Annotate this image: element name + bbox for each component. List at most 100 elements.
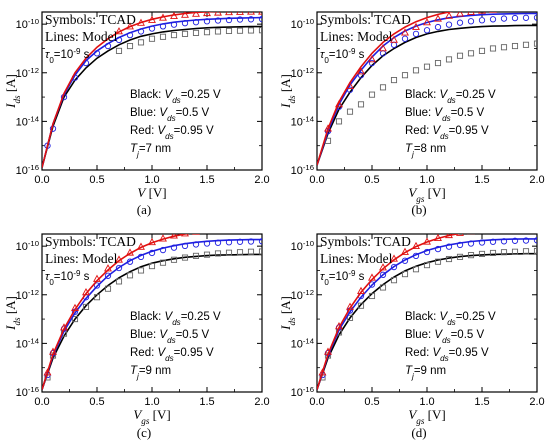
annotation-blue: Blue: Vds=0.5 V xyxy=(130,329,209,345)
y-tick-label: 10-14 xyxy=(291,114,315,129)
tcad-point-triangle xyxy=(237,225,243,231)
plot-area xyxy=(317,225,537,390)
tcad-point-triangle xyxy=(247,12,255,15)
tcad-point-square xyxy=(181,30,189,37)
tcad-point-circle xyxy=(247,16,255,23)
tcad-point-circle xyxy=(93,282,101,289)
tcad-point-triangle xyxy=(512,225,518,231)
tcad-point-square xyxy=(148,35,156,42)
model-line-triangle xyxy=(42,234,191,390)
tcad-point-circle xyxy=(115,36,123,44)
x-tick-label: 0.0 xyxy=(309,174,324,186)
tcad-point-square xyxy=(467,50,475,57)
tcad-point-triangle xyxy=(115,255,123,263)
tcad-point-circle xyxy=(203,240,211,247)
tcad-point-square xyxy=(93,294,101,301)
tcad-point-triangle xyxy=(379,263,387,271)
tcad-point-triangle xyxy=(324,124,332,132)
legend-symbols: Symbols: TCAD xyxy=(320,234,411,249)
tcad-point-triangle xyxy=(357,67,365,75)
tcad-point-square xyxy=(159,33,167,40)
tcad-point-square xyxy=(478,47,486,54)
x-axis-label: Vgs [V] xyxy=(408,407,445,426)
tcad-point-circle xyxy=(170,21,178,28)
tcad-point-circle xyxy=(423,27,431,34)
y-tick-label: 10-14 xyxy=(16,114,40,129)
tcad-point-circle xyxy=(225,16,233,24)
model-line-square xyxy=(42,25,262,168)
tcad-point-triangle xyxy=(412,22,420,30)
plot-area xyxy=(42,12,262,168)
annotation-tj: Tj=9 nm xyxy=(130,365,171,381)
chart-d: 0.0 0.5 1.0 1.5 2.0 10-16 10-14 10-12 10-10 Ids [… xyxy=(278,225,545,440)
tcad-point-square xyxy=(368,292,376,300)
tcad-point-circle xyxy=(401,257,409,264)
tcad-point-square xyxy=(137,39,145,46)
tcad-point-triangle xyxy=(445,234,453,239)
tcad-point-circle xyxy=(258,15,262,23)
tcad-point-square xyxy=(500,44,508,51)
annotation-blue: Blue: Vds=0.5 V xyxy=(130,107,209,123)
tcad-point-triangle xyxy=(82,288,90,296)
tcad-point-circle xyxy=(126,31,134,39)
tcad-point-circle xyxy=(192,241,200,248)
chart-b: 0.0 0.5 1.0 1.5 2.0 10-16 10-14 10-12 10-10 Ids [… xyxy=(278,5,545,217)
tcad-point-circle xyxy=(181,20,189,27)
tcad-point-circle xyxy=(478,17,486,24)
tcad-point-triangle xyxy=(489,12,497,13)
tcad-point-square xyxy=(368,91,376,98)
x-tick-label: 1.0 xyxy=(144,396,159,408)
tcad-point-square xyxy=(126,272,134,279)
panel-caption: (a) xyxy=(137,202,151,217)
tcad-point-square xyxy=(214,28,222,35)
tcad-point-triangle xyxy=(137,242,145,250)
tcad-point-triangle xyxy=(148,15,156,23)
tcad-point-triangle xyxy=(390,254,398,262)
model-line-square xyxy=(317,24,537,166)
x-tick-label: 0.5 xyxy=(364,174,379,186)
panel-caption: (b) xyxy=(411,202,426,217)
tcad-point-triangle xyxy=(523,5,529,11)
tcad-point-circle xyxy=(137,28,145,35)
tcad-point-circle xyxy=(500,238,508,245)
tcad-point-triangle xyxy=(445,12,453,19)
tcad-point-circle xyxy=(159,246,167,254)
tcad-point-triangle xyxy=(192,12,200,17)
annotation-black: Black: Vds=0.25 V xyxy=(405,311,496,327)
tcad-point-circle xyxy=(434,245,442,253)
tcad-point-circle xyxy=(137,253,145,260)
tcad-point-circle xyxy=(346,86,354,93)
tcad-point-circle xyxy=(93,50,101,57)
tcad-point-triangle xyxy=(490,226,496,232)
model-line-circle xyxy=(317,12,537,166)
tcad-point-square xyxy=(192,252,200,259)
tcad-point-circle xyxy=(258,238,262,245)
y-axis-label: Ids [A] xyxy=(3,296,22,331)
tcad-point-square xyxy=(522,248,530,255)
legend-lines: Lines: Model xyxy=(45,29,118,44)
tcad-point-circle xyxy=(511,237,519,244)
x-axis-label: Vgs [V] xyxy=(133,407,170,426)
y-tick-label: 10-14 xyxy=(16,336,40,351)
y-tick-label: 10-16 xyxy=(291,385,314,400)
x-tick-label: 0.0 xyxy=(34,396,49,408)
tcad-point-circle xyxy=(522,237,530,244)
tcad-point-triangle xyxy=(115,27,123,35)
tcad-point-square xyxy=(203,251,211,258)
y-tick-label: 10-16 xyxy=(16,385,39,400)
tcad-point-square xyxy=(511,42,519,50)
tcad-point-square xyxy=(412,67,420,74)
tcad-point-circle xyxy=(489,238,497,245)
panel-d: 0.0 0.5 1.0 1.5 2.0 10-16 10-14 10-12 10-10 Ids [… xyxy=(275,222,550,445)
y-tick-label: 10-10 xyxy=(16,239,39,254)
tcad-point-square xyxy=(82,303,90,310)
tcad-point-triangle xyxy=(203,12,211,17)
tcad-point-square xyxy=(181,254,189,261)
tcad-point-square xyxy=(258,27,262,34)
annotation-black: Black: Vds=0.25 V xyxy=(405,89,496,105)
plot-area xyxy=(42,225,262,390)
x-tick-label: 1.0 xyxy=(419,174,434,186)
tcad-point-circle xyxy=(214,17,222,24)
tcad-point-square xyxy=(214,250,222,257)
legend-lines: Lines: Model xyxy=(320,29,393,44)
